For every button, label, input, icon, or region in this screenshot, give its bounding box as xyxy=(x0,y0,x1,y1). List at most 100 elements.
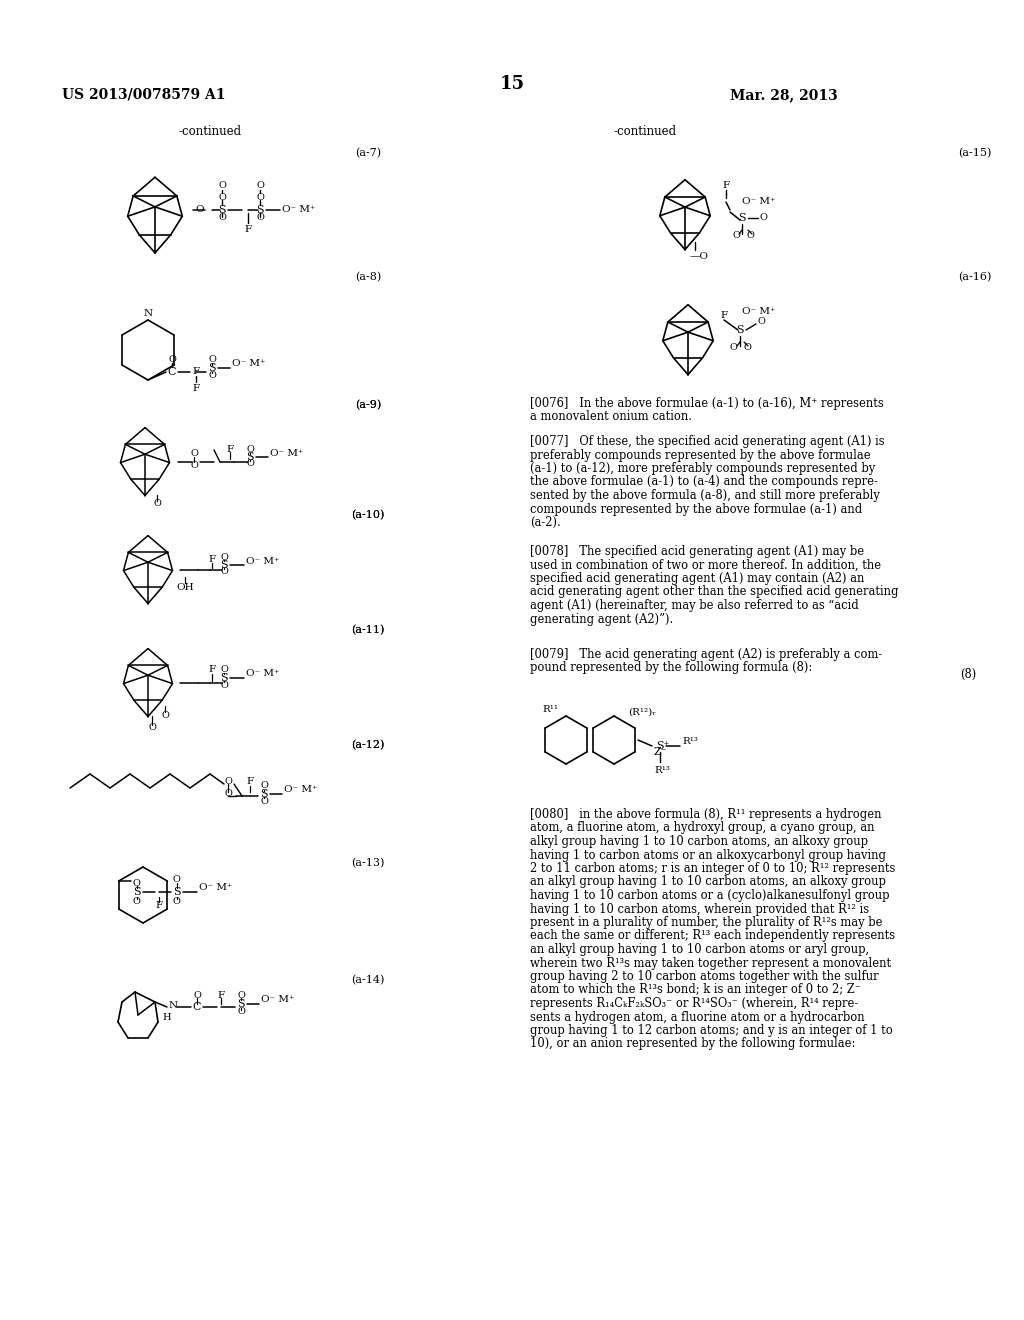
Text: O: O xyxy=(746,231,754,240)
Text: O: O xyxy=(168,355,176,363)
Text: O: O xyxy=(246,459,254,469)
Text: S: S xyxy=(246,451,254,462)
Text: sented by the above formula (a-8), and still more preferably: sented by the above formula (a-8), and s… xyxy=(530,488,880,502)
Text: O: O xyxy=(133,896,140,906)
Text: compounds represented by the above formulae (a-1) and: compounds represented by the above formu… xyxy=(530,503,862,516)
Text: (8): (8) xyxy=(959,668,976,681)
Text: O: O xyxy=(190,461,198,470)
Text: R¹³: R¹³ xyxy=(682,738,698,747)
Text: (a-7): (a-7) xyxy=(355,148,381,158)
Text: O: O xyxy=(196,206,205,214)
Text: O: O xyxy=(238,1007,245,1016)
Text: group having 2 to 10 carbon atoms together with the sulfur: group having 2 to 10 carbon atoms togeth… xyxy=(530,970,879,983)
Text: (a-11): (a-11) xyxy=(351,624,385,635)
Text: US 2013/0078579 A1: US 2013/0078579 A1 xyxy=(62,88,225,102)
Text: [0077]   Of these, the specified acid generating agent (A1) is: [0077] Of these, the specified acid gene… xyxy=(530,436,885,447)
Text: (a-12): (a-12) xyxy=(351,741,385,750)
Text: S: S xyxy=(220,673,227,682)
Text: O: O xyxy=(148,723,156,733)
Text: represents R₁₄CₖF₂ₖSO₃⁻ or R¹⁴SO₃⁻ (wherein, R¹⁴ repre-: represents R₁₄CₖF₂ₖSO₃⁻ or R¹⁴SO₃⁻ (wher… xyxy=(530,997,858,1010)
Text: (a-13): (a-13) xyxy=(351,858,385,869)
Text: (a-9): (a-9) xyxy=(355,400,381,411)
Text: O: O xyxy=(256,181,264,190)
Text: O: O xyxy=(743,343,751,352)
Text: O: O xyxy=(218,181,226,190)
Text: having 1 to 10 carbon atoms, wherein provided that R¹² is: having 1 to 10 carbon atoms, wherein pro… xyxy=(530,903,869,916)
Text: O: O xyxy=(208,371,216,380)
Text: (a-15): (a-15) xyxy=(958,148,991,158)
Text: O: O xyxy=(256,193,264,202)
Text: O: O xyxy=(190,450,198,458)
Text: (R¹²)ᵣ: (R¹²)ᵣ xyxy=(628,708,656,717)
Text: Z⁻: Z⁻ xyxy=(654,747,668,756)
Text: specified acid generating agent (A1) may contain (A2) an: specified acid generating agent (A1) may… xyxy=(530,572,864,585)
Text: O: O xyxy=(173,896,180,906)
Text: F: F xyxy=(217,990,224,999)
Text: atom to which the R¹³s bond; k is an integer of 0 to 2; Z⁻: atom to which the R¹³s bond; k is an int… xyxy=(530,983,861,997)
Text: agent (A1) (hereinafter, may be also referred to as “acid: agent (A1) (hereinafter, may be also ref… xyxy=(530,599,859,612)
Text: (a-16): (a-16) xyxy=(958,272,991,282)
Text: atom, a fluorine atom, a hydroxyl group, a cyano group, an: atom, a fluorine atom, a hydroxyl group,… xyxy=(530,821,874,834)
Text: group having 1 to 12 carbon atoms; and y is an integer of 1 to: group having 1 to 12 carbon atoms; and y… xyxy=(530,1024,893,1038)
Text: O: O xyxy=(194,990,201,999)
Text: S: S xyxy=(218,205,226,215)
Text: F: F xyxy=(209,556,216,565)
Text: S: S xyxy=(256,205,264,215)
Text: a monovalent onium cation.: a monovalent onium cation. xyxy=(530,411,692,424)
Text: F: F xyxy=(193,367,200,376)
Text: O⁻ M⁺: O⁻ M⁺ xyxy=(261,995,295,1005)
Text: O: O xyxy=(224,789,232,799)
Text: each the same or different; R¹³ each independently represents: each the same or different; R¹³ each ind… xyxy=(530,929,895,942)
Text: alkyl group having 1 to 10 carbon atoms, an alkoxy group: alkyl group having 1 to 10 carbon atoms,… xyxy=(530,836,868,847)
Text: [0076]   In the above formulae (a-1) to (a-16), M⁺ represents: [0076] In the above formulae (a-1) to (a… xyxy=(530,397,884,411)
Text: an alkyl group having 1 to 10 carbon atoms, an alkoxy group: an alkyl group having 1 to 10 carbon ato… xyxy=(530,875,886,888)
Text: (a-8): (a-8) xyxy=(355,272,381,282)
Text: having 1 to 10 carbon atoms or a (cyclo)alkanesulfonyl group: having 1 to 10 carbon atoms or a (cyclo)… xyxy=(530,888,890,902)
Text: F: F xyxy=(721,310,728,319)
Text: O: O xyxy=(729,343,737,352)
Text: N: N xyxy=(169,1002,178,1011)
Text: O: O xyxy=(208,355,216,364)
Text: F: F xyxy=(245,224,252,234)
Text: 10), or an anion represented by the following formulae:: 10), or an anion represented by the foll… xyxy=(530,1038,855,1051)
Text: -continued: -continued xyxy=(613,125,677,139)
Text: O: O xyxy=(238,990,245,999)
Text: O: O xyxy=(260,796,268,805)
Text: O: O xyxy=(260,781,268,791)
Text: having 1 to carbon atoms or an alkoxycarbonyl group having: having 1 to carbon atoms or an alkoxycar… xyxy=(530,849,886,862)
Text: 15: 15 xyxy=(500,75,524,92)
Text: (a-14): (a-14) xyxy=(351,975,385,985)
Text: O⁻ M⁺: O⁻ M⁺ xyxy=(742,308,775,317)
Text: F: F xyxy=(209,665,216,675)
Text: the above formulae (a-1) to (a-4) and the compounds repre-: the above formulae (a-1) to (a-4) and th… xyxy=(530,475,878,488)
Text: S: S xyxy=(220,560,227,570)
Text: F: F xyxy=(723,181,729,190)
Text: an alkyl group having 1 to 10 carbon atoms or aryl group,: an alkyl group having 1 to 10 carbon ato… xyxy=(530,942,869,956)
Text: used in combination of two or more thereof. In addition, the: used in combination of two or more there… xyxy=(530,558,881,572)
Text: O⁻ M⁺: O⁻ M⁺ xyxy=(284,785,317,795)
Text: O: O xyxy=(161,711,169,721)
Text: O: O xyxy=(220,553,228,561)
Text: F: F xyxy=(156,900,163,909)
Text: O⁻ M⁺: O⁻ M⁺ xyxy=(199,883,232,892)
Text: S: S xyxy=(260,789,268,799)
Text: R¹¹: R¹¹ xyxy=(542,705,558,714)
Text: S: S xyxy=(238,999,245,1008)
Text: F: F xyxy=(193,384,200,393)
Text: (a-10): (a-10) xyxy=(351,510,385,520)
Text: pound represented by the following formula (8):: pound represented by the following formu… xyxy=(530,661,812,675)
Text: O: O xyxy=(224,777,232,787)
Text: F: F xyxy=(247,777,254,787)
Text: O⁻ M⁺: O⁻ M⁺ xyxy=(282,206,315,214)
Text: O: O xyxy=(757,318,765,326)
Text: O: O xyxy=(153,499,161,508)
Text: 2 to 11 carbon atoms; r is an integer of 0 to 10; R¹² represents: 2 to 11 carbon atoms; r is an integer of… xyxy=(530,862,895,875)
Text: C: C xyxy=(168,367,176,378)
Text: (a-12): (a-12) xyxy=(351,741,385,750)
Text: S: S xyxy=(173,887,180,898)
Text: (a-11): (a-11) xyxy=(351,624,385,635)
Text: O: O xyxy=(220,681,228,689)
Text: S: S xyxy=(736,325,743,335)
Text: (a-1) to (a-12), more preferably compounds represented by: (a-1) to (a-12), more preferably compoun… xyxy=(530,462,876,475)
Text: generating agent (A2)”).: generating agent (A2)”). xyxy=(530,612,673,626)
